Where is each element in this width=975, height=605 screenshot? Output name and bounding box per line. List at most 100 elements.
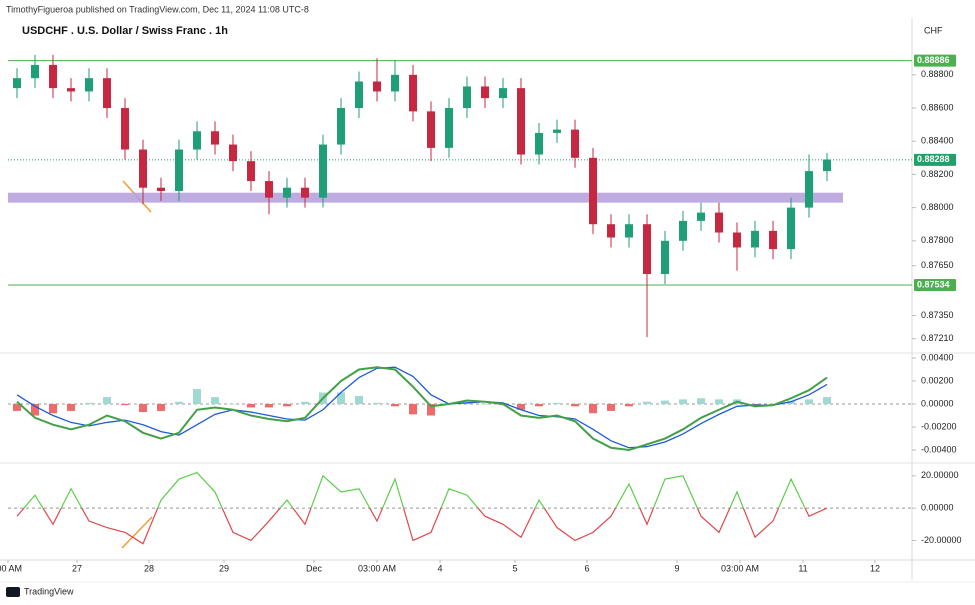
y-tick-label: 0.87800 [921, 235, 954, 245]
candle-body [409, 74, 417, 112]
candle-body [517, 88, 525, 155]
macd-histogram [409, 404, 417, 415]
y-tick-label: 0.88400 [921, 136, 954, 146]
candle-body [553, 129, 561, 133]
x-tick-label: 29 [219, 563, 229, 573]
macd-histogram [49, 404, 57, 414]
macd-histogram [13, 404, 21, 411]
macd-histogram [625, 404, 633, 407]
candle-body [733, 232, 741, 248]
macd-histogram [697, 398, 705, 405]
candle-body [157, 187, 165, 192]
x-tick-label: 11 [798, 563, 807, 573]
candle-body [355, 81, 363, 109]
candle-body [301, 187, 309, 198]
candle-body [31, 64, 39, 79]
candle-body [103, 78, 111, 109]
y-tick-label: -0.00200 [921, 421, 957, 431]
x-tick-label: 5 [512, 563, 517, 573]
byline: TimothyFigueroa published on TradingView… [6, 4, 309, 14]
candle-body [571, 129, 579, 158]
candle-body [823, 159, 831, 172]
macd-histogram [391, 404, 399, 407]
candle-body [787, 207, 795, 250]
brand: TradingView [24, 586, 74, 596]
macd-histogram [337, 392, 345, 405]
macd-histogram [643, 401, 651, 405]
macd-histogram [661, 400, 669, 405]
macd-histogram [553, 402, 561, 405]
macd-line [16, 366, 828, 452]
macd-histogram [571, 404, 579, 407]
macd-histogram [247, 404, 255, 408]
y-tick-label: 0.00000 [921, 398, 954, 408]
y-tick-label: 0.88000 [921, 202, 954, 212]
y-tick-label: -20.00000 [921, 535, 962, 545]
x-tick-label: 12 [870, 563, 880, 573]
macd-histogram [85, 402, 93, 405]
candle-body [49, 64, 57, 89]
x-tick-label: 9 [674, 563, 679, 573]
macd-histogram [373, 402, 381, 405]
candle-body [13, 78, 21, 89]
y-tick-label: 0.88800 [921, 69, 954, 79]
candle-body [535, 132, 543, 155]
candle-body [463, 86, 471, 109]
macd-histogram [175, 401, 183, 405]
candle-body [751, 230, 759, 248]
candle-body [337, 108, 345, 145]
macd-histogram [823, 397, 831, 405]
macd-histogram [283, 404, 291, 407]
macd-histogram [535, 404, 543, 407]
candle-body [589, 157, 597, 225]
x-tick-label: 4 [437, 563, 442, 573]
oscillator-line-up [23, 471, 827, 509]
candle-body [247, 161, 255, 182]
candle-body [643, 224, 651, 274]
oscillator-line-down [16, 508, 828, 545]
brand-logo [6, 587, 20, 597]
y-tick-label: 0.87350 [921, 310, 954, 320]
y-tick-label: 0.87650 [921, 260, 954, 270]
macd-histogram [31, 404, 39, 416]
macd-histogram [589, 404, 597, 414]
macd-histogram [607, 404, 615, 411]
macd-histogram [193, 389, 201, 405]
currency: CHF [924, 25, 943, 35]
candle-body [769, 230, 777, 250]
macd-histogram [211, 397, 219, 405]
macd-histogram [481, 404, 489, 405]
macd-histogram [229, 404, 237, 405]
candle-body [607, 224, 615, 238]
candle-body [211, 131, 219, 145]
candle-body [229, 144, 237, 162]
x-tick-label: :00 AM [0, 563, 22, 573]
candle-body [319, 144, 327, 198]
macd-histogram [355, 395, 363, 405]
candle-body [139, 149, 147, 188]
candle-body [427, 111, 435, 148]
macd-histogram [67, 404, 75, 411]
y-tick-label: 20.00000 [921, 470, 959, 480]
candle-body [661, 240, 669, 274]
y-tick-label: 0.87210 [921, 333, 954, 343]
candle-body [265, 181, 273, 198]
candle-body [625, 224, 633, 238]
candle-body [193, 131, 201, 150]
x-tick-label: 03:00 AM [721, 563, 759, 573]
y-tick-label: 0.88600 [921, 102, 954, 112]
y-tick-label: 0.00200 [921, 375, 954, 385]
candle-body [805, 171, 813, 208]
macd-histogram [679, 399, 687, 405]
candle-body [445, 108, 453, 148]
signal-line [16, 366, 828, 449]
y-tick-label: -0.00400 [921, 444, 957, 454]
candle-body [373, 81, 381, 92]
x-tick-label: 03:00 AM [358, 563, 396, 573]
macd-histogram [121, 404, 129, 406]
candle-body [85, 78, 93, 92]
macd-histogram [715, 399, 723, 405]
trend-drawing [121, 516, 153, 549]
y-tick-label: 0.00400 [921, 352, 954, 362]
